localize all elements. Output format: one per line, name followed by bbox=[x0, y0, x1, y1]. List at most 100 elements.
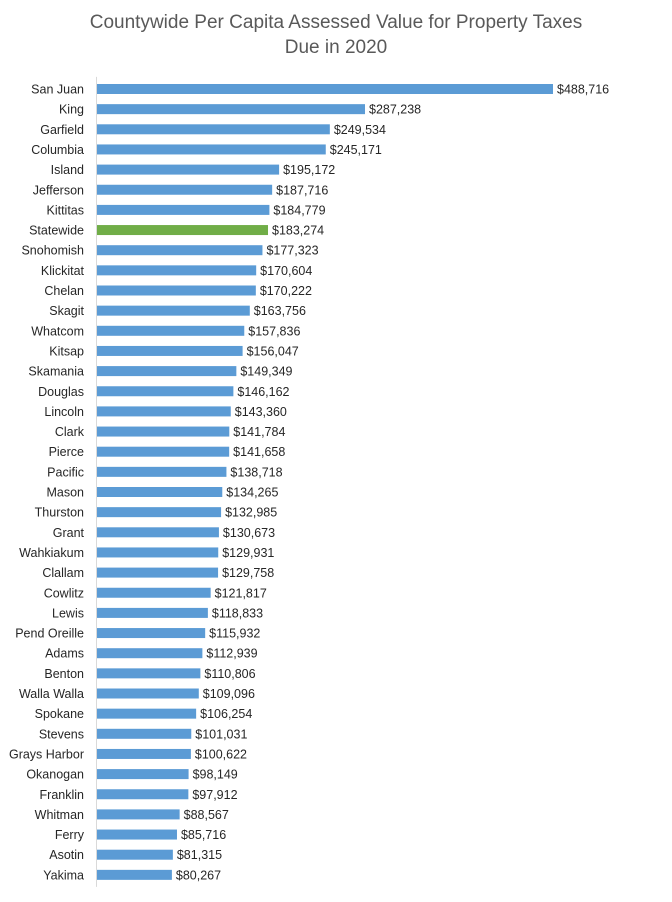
category-label-skamania: Skamania bbox=[28, 365, 84, 379]
category-label-franklin: Franklin bbox=[40, 788, 85, 802]
bar-yakima bbox=[97, 869, 172, 880]
bar-skagit bbox=[97, 305, 250, 316]
bar-jefferson bbox=[97, 184, 273, 195]
value-label-franklin: $97,912 bbox=[192, 788, 237, 802]
bar-whitman bbox=[97, 809, 180, 820]
bar-klickitat bbox=[97, 265, 257, 276]
value-label-whatcom: $157,836 bbox=[248, 324, 300, 338]
category-label-jefferson: Jefferson bbox=[33, 183, 84, 197]
category-label-garfield: Garfield bbox=[40, 123, 84, 137]
value-label-pend-oreille: $115,932 bbox=[209, 627, 260, 641]
bar-grant bbox=[97, 527, 219, 538]
category-label-okanogan: Okanogan bbox=[26, 768, 84, 782]
category-label-clallam: Clallam bbox=[42, 566, 84, 580]
bar-adams bbox=[97, 648, 203, 659]
category-label-walla-walla: Walla Walla bbox=[19, 687, 84, 701]
value-label-adams: $112,939 bbox=[206, 647, 257, 661]
category-label-thurston: Thurston bbox=[35, 506, 84, 520]
category-label-statewide: Statewide bbox=[29, 224, 84, 238]
value-label-grant: $130,673 bbox=[223, 526, 275, 540]
bar-lewis bbox=[97, 607, 208, 618]
bar-clallam bbox=[97, 567, 219, 578]
category-label-grant: Grant bbox=[53, 526, 85, 540]
category-label-grays-harbor: Grays Harbor bbox=[9, 747, 84, 761]
value-label-benton: $110,806 bbox=[204, 667, 255, 681]
value-label-pierce: $141,658 bbox=[233, 445, 285, 459]
value-label-lewis: $118,833 bbox=[212, 606, 263, 620]
value-label-chelan: $170,222 bbox=[260, 284, 312, 298]
category-label-wahkiakum: Wahkiakum bbox=[19, 546, 84, 560]
value-label-thurston: $132,985 bbox=[225, 506, 277, 520]
value-label-columbia: $245,171 bbox=[330, 143, 382, 157]
category-label-king: King bbox=[59, 103, 84, 117]
category-label-clark: Clark bbox=[55, 425, 85, 439]
bar-whatcom bbox=[97, 325, 245, 336]
category-label-kitsap: Kitsap bbox=[49, 344, 84, 358]
value-label-kitsap: $156,047 bbox=[247, 344, 299, 358]
bar-snohomish bbox=[97, 245, 263, 256]
value-label-kittitas: $184,779 bbox=[273, 203, 325, 217]
bar-douglas bbox=[97, 386, 234, 397]
bar-wahkiakum bbox=[97, 547, 219, 558]
category-label-whitman: Whitman bbox=[35, 808, 84, 822]
bar-san-juan bbox=[97, 84, 553, 94]
value-label-klickitat: $170,604 bbox=[260, 264, 312, 278]
category-label-whatcom: Whatcom bbox=[31, 324, 84, 338]
value-label-walla-walla: $109,096 bbox=[203, 687, 255, 701]
bar-spokane bbox=[97, 708, 197, 719]
value-label-yakima: $80,267 bbox=[176, 868, 221, 882]
category-label-san-juan: San Juan bbox=[31, 83, 84, 97]
value-label-ferry: $85,716 bbox=[181, 828, 226, 842]
category-label-yakima: Yakima bbox=[43, 868, 84, 882]
value-label-douglas: $146,162 bbox=[237, 385, 289, 399]
bar-chelan bbox=[97, 285, 256, 296]
category-label-benton: Benton bbox=[44, 667, 84, 681]
bar-king bbox=[97, 104, 366, 115]
bar-cowlitz bbox=[97, 587, 211, 598]
category-label-asotin: Asotin bbox=[49, 848, 84, 862]
value-label-skamania: $149,349 bbox=[240, 365, 292, 379]
bar-kitsap bbox=[97, 345, 243, 356]
category-label-cowlitz: Cowlitz bbox=[44, 586, 84, 600]
bar-pend-oreille bbox=[97, 628, 206, 639]
bar-ferry bbox=[97, 829, 177, 840]
chart-title: Countywide Per Capita Assessed Value for… bbox=[0, 10, 672, 60]
category-label-klickitat: Klickitat bbox=[41, 264, 85, 278]
value-label-san-juan: $488,716 bbox=[557, 83, 609, 97]
value-label-cowlitz: $121,817 bbox=[215, 586, 267, 600]
bar-walla-walla bbox=[97, 688, 199, 699]
value-label-island: $195,172 bbox=[283, 163, 335, 177]
value-label-grays-harbor: $100,622 bbox=[195, 747, 247, 761]
bar-mason bbox=[97, 487, 223, 497]
value-label-stevens: $101,031 bbox=[195, 727, 247, 741]
category-label-island: Island bbox=[51, 163, 84, 177]
bar-statewide bbox=[97, 225, 269, 236]
bar-clark bbox=[97, 426, 230, 437]
bar-grays-harbor bbox=[97, 748, 191, 759]
value-label-clallam: $129,758 bbox=[222, 566, 274, 580]
category-label-ferry: Ferry bbox=[55, 828, 85, 842]
bar-pierce bbox=[97, 446, 230, 457]
value-label-pacific: $138,718 bbox=[230, 465, 282, 479]
category-label-snohomish: Snohomish bbox=[21, 244, 84, 258]
bar-okanogan bbox=[97, 769, 189, 780]
bar-pacific bbox=[97, 466, 227, 477]
bar-garfield bbox=[97, 124, 330, 135]
category-label-columbia: Columbia bbox=[31, 143, 84, 157]
bar-columbia bbox=[97, 144, 326, 155]
category-label-lewis: Lewis bbox=[52, 606, 84, 620]
bar-franklin bbox=[97, 789, 189, 800]
value-label-king: $287,238 bbox=[369, 103, 421, 117]
value-label-statewide: $183,274 bbox=[272, 224, 324, 238]
value-label-jefferson: $187,716 bbox=[276, 183, 328, 197]
value-label-snohomish: $177,323 bbox=[266, 244, 318, 258]
value-label-skagit: $163,756 bbox=[254, 304, 306, 318]
category-label-adams: Adams bbox=[45, 647, 84, 661]
category-label-kittitas: Kittitas bbox=[46, 203, 84, 217]
bar-skamania bbox=[97, 366, 237, 377]
value-label-lincoln: $143,360 bbox=[235, 405, 287, 419]
bar-thurston bbox=[97, 507, 222, 518]
category-label-stevens: Stevens bbox=[39, 727, 84, 741]
bar-asotin bbox=[97, 849, 173, 860]
